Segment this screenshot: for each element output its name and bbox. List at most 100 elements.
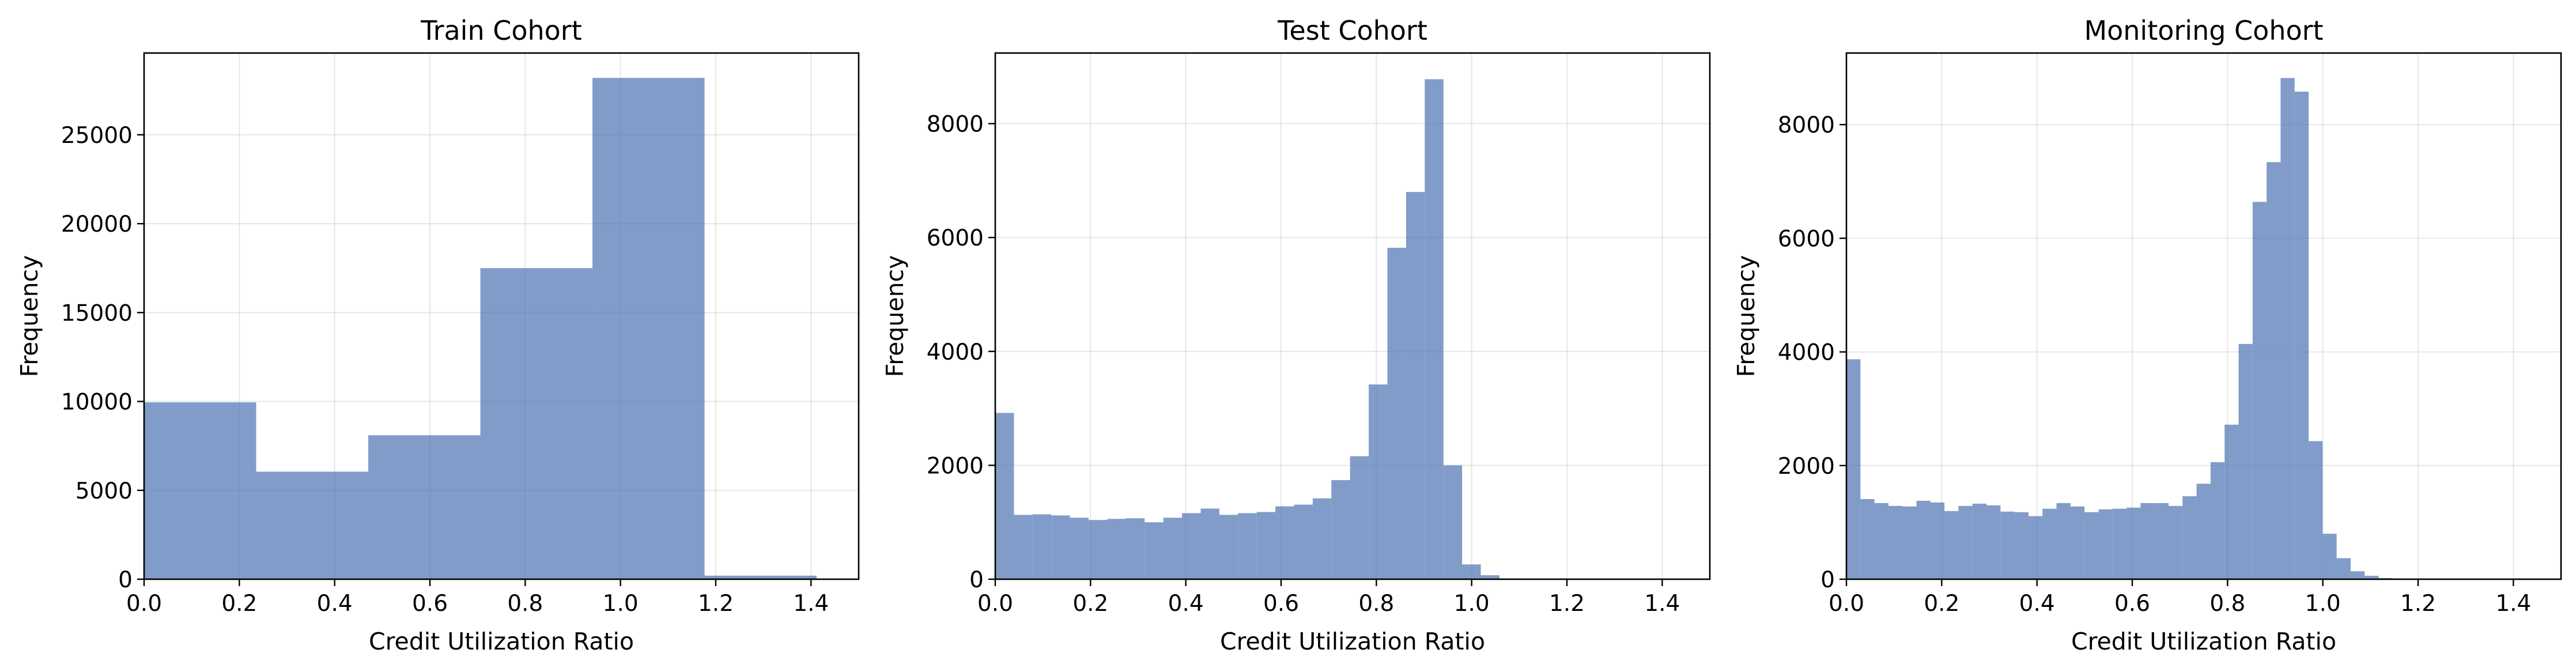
- x-tick-label: 1.2: [698, 591, 734, 617]
- y-tick-label: 4000: [1778, 340, 1835, 366]
- histogram-bar: [1256, 512, 1276, 579]
- y-tick-label: 2000: [927, 453, 984, 479]
- histogram-bar: [2280, 78, 2295, 579]
- histogram-bar: [2070, 506, 2085, 579]
- histogram-bar: [1425, 79, 1444, 579]
- chart-panel-1: 0.0 0.2 0.4 0.6 0.8 1.0 1.2 1.4 0 5000 10000 15000 2…: [16, 15, 860, 655]
- x-tick-label: 0.0: [977, 591, 1013, 617]
- x-tick-label: 1.0: [1454, 591, 1490, 617]
- x-tick-label: 0.4: [317, 591, 353, 617]
- x-tick-label: 0.2: [1072, 591, 1108, 617]
- y-tick-label: 10000: [61, 390, 133, 416]
- histogram-bar: [2365, 576, 2379, 579]
- x-tick-label: 0.4: [2019, 591, 2055, 617]
- x-tick-label: 0.8: [2209, 591, 2245, 617]
- histogram-bar: [1930, 502, 1945, 579]
- histogram-bar: [1406, 192, 1425, 580]
- x-tick-label: 1.2: [1549, 591, 1585, 617]
- histogram-bar: [1145, 522, 1164, 579]
- y-tick-label: 2000: [1778, 454, 1835, 480]
- histogram-bar: [1182, 513, 1201, 579]
- plot-frame: [1845, 52, 2562, 580]
- histogram-bar: [1070, 518, 1089, 579]
- x-tick-label: 0.4: [1168, 591, 1204, 617]
- y-axis-label: Frequency: [16, 255, 43, 377]
- histogram-bar: [2224, 424, 2239, 579]
- y-tick-label: 15000: [61, 300, 133, 326]
- chart-title: Train Cohort: [420, 15, 582, 46]
- histogram-bar: [1125, 518, 1145, 579]
- histogram-bar: [2126, 507, 2141, 579]
- histogram-bar: [1312, 498, 1332, 579]
- y-tick-label: 20000: [61, 212, 133, 237]
- histogram-bar: [2000, 511, 2015, 579]
- histogram-bar: [1944, 511, 1959, 579]
- histogram-bar: [2309, 441, 2323, 579]
- histogram-bar: [2168, 505, 2183, 579]
- x-tick-label: 0.2: [1924, 591, 1959, 617]
- histogram-bar: [592, 78, 705, 579]
- histogram-bar: [1462, 564, 1481, 579]
- histogram-bar: [2252, 202, 2267, 580]
- chart-title: Test Cohort: [1277, 15, 1427, 46]
- y-tick-label: 25000: [61, 123, 133, 149]
- x-tick-label: 1.0: [603, 591, 639, 617]
- histogram-bar: [1972, 503, 1987, 579]
- histogram-bar: [2336, 558, 2351, 579]
- histogram-bar: [1107, 519, 1126, 579]
- histogram-bar: [1331, 480, 1350, 579]
- histogram-bar: [2042, 508, 2057, 579]
- histogram-bar: [704, 575, 817, 579]
- x-tick-label: 1.4: [793, 591, 829, 617]
- histogram-bar: [1238, 513, 1257, 579]
- histogram-bar: [2322, 534, 2337, 579]
- x-tick-label: 0.8: [507, 591, 543, 617]
- x-tick-label: 0.6: [412, 591, 448, 617]
- histogram-bar: [2084, 512, 2099, 579]
- x-tick-label: 1.0: [2305, 591, 2341, 617]
- histogram-bar: [2098, 509, 2113, 579]
- histogram-bar: [1014, 515, 1033, 579]
- histogram-bar: [2056, 503, 2071, 579]
- y-tick-label: 6000: [1778, 226, 1835, 252]
- histogram-bar: [1480, 575, 1499, 579]
- histogram-bar: [1888, 505, 1903, 579]
- y-tick-label: 8000: [927, 112, 984, 138]
- histogram-bar: [1846, 359, 1861, 579]
- histogram-bar: [1874, 503, 1888, 579]
- y-tick-label: 0: [969, 567, 984, 593]
- histogram-bar: [1219, 515, 1238, 579]
- histogram-bar: [1032, 514, 1052, 579]
- x-axis-label: Credit Utilization Ratio: [2071, 628, 2336, 655]
- y-tick-label: 4000: [927, 339, 984, 365]
- histogram-bar: [1275, 506, 1294, 579]
- chart-panel-3: 0.0 0.2 0.4 0.6 0.8 1.0 1.2 1.4 0 2000 4000 6000 800…: [1732, 15, 2562, 655]
- histogram-bar: [2112, 508, 2127, 579]
- y-axis-label: Frequency: [881, 255, 909, 377]
- x-tick-label: 0.0: [126, 591, 162, 617]
- histogram-bar: [1387, 247, 1406, 579]
- plot-frame: [143, 52, 860, 580]
- histogram-bar: [2350, 571, 2365, 579]
- histogram-bar: [1443, 465, 1463, 579]
- x-tick-label: 1.4: [2495, 591, 2531, 617]
- y-tick-label: 5000: [75, 478, 133, 504]
- x-tick-label: 1.4: [1644, 591, 1680, 617]
- histogram-bar: [1860, 499, 1875, 579]
- histogram-bar: [368, 435, 481, 579]
- y-axis-label: Frequency: [1732, 255, 1760, 377]
- x-tick-label: 1.2: [2400, 591, 2436, 617]
- y-tick-label: 0: [1820, 567, 1835, 593]
- histogram-bar: [2294, 92, 2309, 579]
- histogram-bar: [1902, 506, 1917, 579]
- plot-frame: [994, 52, 1711, 580]
- histogram-bar: [2028, 516, 2043, 579]
- y-tick-label: 0: [118, 567, 133, 593]
- histogram-bar: [2182, 496, 2197, 579]
- x-axis-label: Credit Utilization Ratio: [369, 628, 634, 655]
- histogram-bar: [1051, 515, 1070, 579]
- histogram-bar: [1986, 505, 2001, 579]
- histogram-bar: [1369, 384, 1388, 579]
- histogram-bar: [2014, 512, 2029, 579]
